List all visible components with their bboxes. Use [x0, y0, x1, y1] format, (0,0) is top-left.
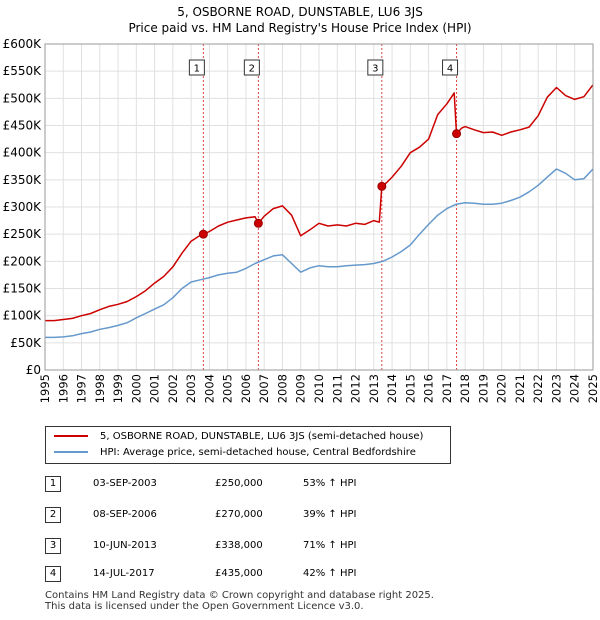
x-tick-label: 2016: [422, 374, 436, 403]
x-tick-label: 2011: [330, 374, 344, 403]
sale-row-date: 03-SEP-2003: [93, 478, 157, 489]
y-tick-label: £450K: [3, 119, 43, 133]
sale-label-text: 3: [372, 64, 378, 75]
x-tick-label: 2005: [221, 374, 235, 403]
y-tick-label: £550K: [3, 64, 43, 78]
sale-row-number: 2: [45, 507, 61, 523]
x-tick-label: 2002: [166, 374, 180, 403]
y-tick-label: £300K: [3, 200, 43, 214]
legend-label-property: 5, OSBORNE ROAD, DUNSTABLE, LU6 3JS (sem…: [100, 431, 424, 442]
sale-row-hpi: 53% ↑ HPI: [303, 478, 357, 489]
x-tick-label: 2014: [385, 374, 399, 403]
sale-point: [253, 218, 263, 228]
x-tick-label: 2007: [257, 374, 271, 403]
y-tick-label: £600K: [3, 37, 43, 51]
legend-label-hpi: HPI: Average price, semi-detached house,…: [100, 447, 416, 458]
series-group: [45, 84, 594, 339]
sale-label-box: [243, 59, 260, 76]
x-tick-label: 1997: [75, 374, 89, 403]
x-tick-label: 2004: [202, 374, 216, 403]
footer-copyright: Contains HM Land Registry data © Crown c…: [45, 590, 434, 601]
chart-title: 5, OSBORNE ROAD, DUNSTABLE, LU6 3JS Pric…: [0, 4, 600, 36]
y-tick-label: £100K: [3, 309, 43, 323]
sale-point: [452, 129, 462, 139]
footer-attribution: Contains HM Land Registry data © Crown c…: [45, 590, 434, 612]
sale-row-hpi: 39% ↑ HPI: [303, 509, 357, 520]
sale-row-date: 10-JUN-2013: [93, 540, 157, 551]
x-tick-label: 2018: [458, 374, 472, 403]
y-tick-label: £150K: [3, 282, 43, 296]
x-tick-label: 2010: [312, 374, 326, 403]
sale-points: [198, 129, 462, 239]
y-tick-label: £350K: [3, 173, 43, 187]
x-tick-label: 2019: [476, 374, 490, 403]
y-tick-label: £250K: [3, 227, 43, 241]
x-axis-labels: 1995 1996 1997 1998 1999 2000 2001 2002 2003 2004…: [38, 374, 600, 403]
y-axis-labels: £0 £50K £100K £150K £200K £250K £300K £350K £400…: [3, 37, 43, 377]
gridlines: [44, 43, 594, 371]
x-tick-label: 2006: [239, 374, 253, 403]
x-tick-label: 2013: [367, 374, 381, 403]
x-tick-label: 1999: [111, 374, 125, 403]
hpi-line: [45, 168, 594, 339]
x-tick-label: 2003: [184, 374, 198, 403]
chart-title-line1: 5, OSBORNE ROAD, DUNSTABLE, LU6 3JS: [177, 5, 423, 19]
sale-row-price: £270,000: [215, 509, 263, 520]
legend-item-property: 5, OSBORNE ROAD, DUNSTABLE, LU6 3JS (sem…: [54, 430, 423, 444]
x-tick-label: 2000: [129, 374, 143, 403]
y-tick-label: £50K: [10, 336, 42, 350]
x-tick-label: 2023: [549, 374, 563, 403]
sale-row-hpi: 71% ↑ HPI: [303, 540, 357, 551]
price-chart: 1 2 3 4 £0 £50K £100K £150K £200K £250K £300K £350…: [3, 37, 600, 403]
x-tick-label: 2021: [513, 374, 527, 403]
x-tick-label: 2015: [403, 374, 417, 403]
property-price-line: [45, 84, 594, 322]
sale-row-number: 4: [45, 566, 61, 582]
x-tick-label: 1998: [93, 374, 107, 403]
sale-labels: 1 2 3 4: [188, 59, 459, 76]
sale-row-date: 08-SEP-2006: [93, 509, 157, 520]
sale-row-number: 1: [45, 476, 61, 492]
sale-row-number: 3: [45, 538, 61, 554]
sale-label-text: 4: [447, 64, 453, 75]
sale-row-price: £435,000: [215, 568, 263, 579]
sale-label-text: 2: [249, 64, 255, 75]
y-tick-label: £200K: [3, 254, 43, 268]
plot-border: [44, 43, 594, 371]
sale-row-hpi: 42% ↑ HPI: [303, 568, 357, 579]
x-tick-label: 2024: [568, 374, 582, 403]
x-tick-label: 2008: [275, 374, 289, 403]
chart-subtitle: Price paid vs. HM Land Registry's House …: [128, 21, 472, 35]
x-tick-label: 2009: [294, 374, 308, 403]
sale-label-box: [442, 59, 459, 76]
sale-row-price: £250,000: [215, 478, 263, 489]
x-tick-label: 2012: [349, 374, 363, 403]
x-tick-label: 1996: [56, 374, 70, 403]
sale-label-box: [188, 59, 205, 76]
sale-label-box: [367, 59, 384, 76]
x-tick-label: 2022: [531, 374, 545, 403]
y-tick-label: £400K: [3, 146, 43, 160]
sale-point: [198, 229, 208, 239]
legend: 5, OSBORNE ROAD, DUNSTABLE, LU6 3JS (sem…: [45, 426, 451, 464]
x-tick-label: 2017: [440, 374, 454, 403]
x-tick-label: 2020: [495, 374, 509, 403]
sale-label-text: 1: [194, 64, 200, 75]
legend-swatch-property: [54, 435, 88, 437]
sale-row-date: 14-JUL-2017: [93, 568, 155, 579]
legend-swatch-hpi: [54, 451, 88, 453]
y-tick-label: £500K: [3, 91, 43, 105]
legend-item-hpi: HPI: Average price, semi-detached house,…: [54, 446, 416, 460]
sale-point: [377, 181, 387, 191]
footer-license: This data is licensed under the Open Gov…: [45, 601, 364, 612]
x-tick-label: 2025: [586, 374, 600, 403]
x-tick-label: 1995: [38, 374, 52, 403]
sale-row-price: £338,000: [215, 540, 263, 551]
x-tick-label: 2001: [148, 374, 162, 403]
y-tick-label: £0: [26, 363, 41, 377]
